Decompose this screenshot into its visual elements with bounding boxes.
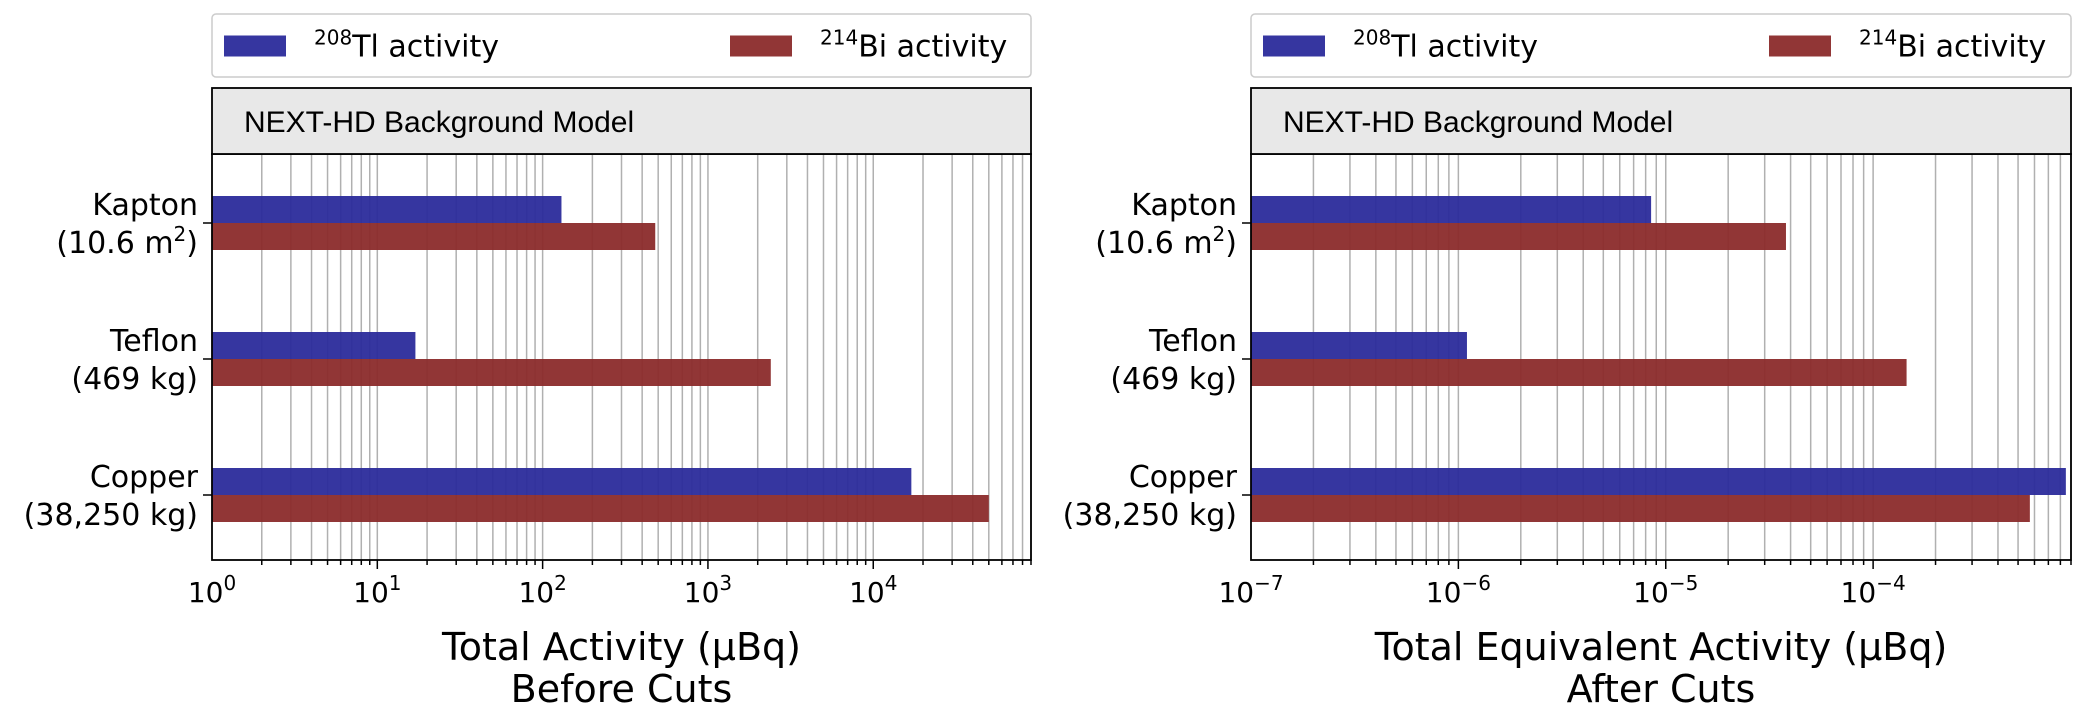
category-label-teflon: Teflon [1148, 324, 1237, 359]
x-tick-label: 104 [849, 571, 897, 609]
x-axis-sublabel: After Cuts [1567, 667, 1756, 708]
bar-tl208-copper [212, 468, 912, 495]
chart-panel-2: Kapton(10.6 m2) Teflon(469 kg) Copper(38,2… [1063, 13, 2072, 708]
x-tick-label: 10−4 [1841, 571, 1906, 609]
chart-panel-1: Kapton(10.6 m2) Teflon(469 kg) Copper(38,2… [24, 13, 1032, 708]
chart-title: NEXT-HD Background Model [1283, 106, 1673, 139]
bar-bi214-copper [212, 495, 989, 522]
x-tick-label: 10−5 [1633, 571, 1698, 609]
category-sublabel-copper: (38,250 kg) [1063, 498, 1237, 533]
bar-bi214-copper [1251, 495, 2030, 522]
x-tick-label: 100 [188, 571, 236, 609]
category-sublabel-teflon: (469 kg) [71, 362, 198, 397]
series-tl208 [212, 196, 912, 495]
category-sublabel-kapton: (10.6 m2) [56, 222, 198, 261]
category-sublabel-teflon: (469 kg) [1110, 362, 1237, 397]
category-label-kapton: Kapton [92, 188, 198, 223]
chart-title: NEXT-HD Background Model [244, 106, 634, 139]
legend-swatch-bi214 [730, 35, 792, 57]
legend-swatch-tl208 [224, 35, 286, 57]
bar-tl208-teflon [1251, 332, 1467, 359]
bar-tl208-kapton [212, 196, 562, 223]
category-label-copper: Copper [90, 460, 199, 495]
category-sublabel-kapton: (10.6 m2) [1095, 222, 1237, 261]
category-label-teflon: Teflon [109, 324, 198, 359]
x-tick-label: 10−7 [1218, 571, 1283, 609]
bar-bi214-teflon [212, 359, 771, 386]
x-axis-label: Total Equivalent Activity (μBq) [1374, 625, 1948, 669]
x-tick-label: 10−6 [1426, 571, 1491, 609]
x-axis-sublabel: Before Cuts [511, 667, 733, 708]
bar-tl208-kapton [1251, 196, 1652, 223]
x-tick-label: 101 [353, 571, 401, 609]
series-bi214 [1251, 223, 2030, 522]
legend-box [211, 13, 1032, 78]
category-label-kapton: Kapton [1131, 188, 1237, 223]
series-tl208 [1251, 196, 2066, 495]
x-axis-label: Total Activity (μBq) [441, 625, 801, 669]
series-bi214 [212, 223, 989, 522]
bar-bi214-kapton [212, 223, 656, 250]
legend-label-tl208: 208Tl activity [1353, 26, 1538, 65]
legend-box [1250, 13, 2072, 78]
bar-bi214-teflon [1251, 359, 1907, 386]
legend-swatch-bi214 [1769, 35, 1831, 57]
legend-label-bi214: 214Bi activity [820, 26, 1007, 65]
legend-label-bi214: 214Bi activity [1859, 26, 2046, 65]
bar-bi214-kapton [1251, 223, 1786, 250]
title-box [211, 87, 1032, 155]
bar-tl208-teflon [212, 332, 416, 359]
legend-label-tl208: 208Tl activity [314, 26, 499, 65]
legend-swatch-tl208 [1263, 35, 1325, 57]
x-tick-label: 102 [518, 571, 566, 609]
title-box [1250, 87, 2072, 155]
bar-tl208-copper [1251, 468, 2066, 495]
x-tick-label: 103 [684, 571, 732, 609]
category-label-copper: Copper [1129, 460, 1238, 495]
category-sublabel-copper: (38,250 kg) [24, 498, 198, 533]
